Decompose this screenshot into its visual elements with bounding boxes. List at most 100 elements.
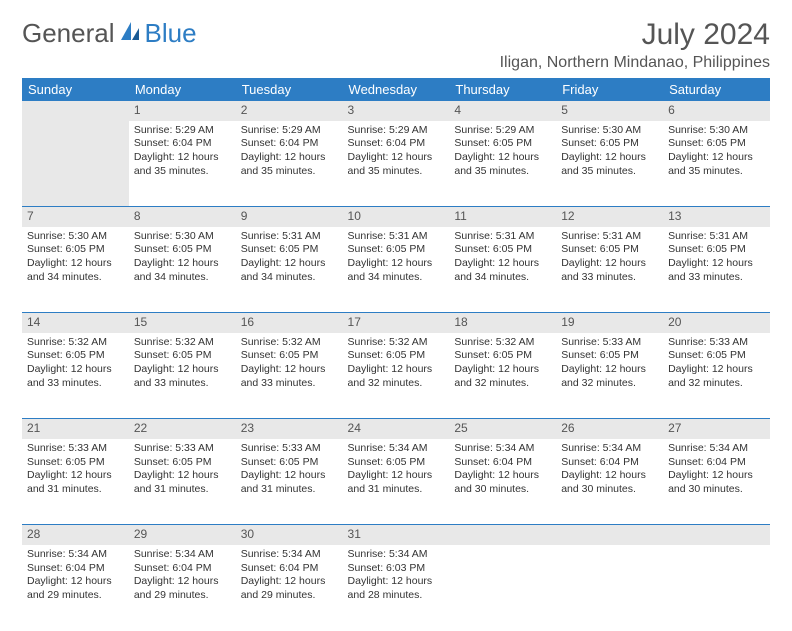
day-info-cell: Sunrise: 5:31 AMSunset: 6:05 PMDaylight:… [343,227,450,313]
day-info-row: Sunrise: 5:30 AM Sunset: 6:05 PM Daylight:… [22,227,770,313]
sunrise-line: Sunrise: 5:34 AM [561,442,658,456]
sunset-line: Sunset: 6:05 PM [454,349,551,363]
daylight-line: Daylight: 12 hours and 35 minutes. [134,151,231,178]
logo-sail-icon [119,20,141,47]
sunset-line: Sunset: 6:05 PM [668,349,765,363]
day-info-cell: Sunrise: 5:33 AMSunset: 6:05 PMDaylight:… [556,333,663,419]
sunset-line: Sunset: 6:05 PM [668,137,765,151]
daylight-line: Daylight: 12 hours and 33 minutes. [134,363,231,390]
day-info-cell: Sunrise: 5:34 AMSunset: 6:03 PMDaylight:… [343,545,450,631]
sunrise-line: Sunrise: 5:31 AM [348,230,445,244]
day-number-cell: 2 [236,101,343,121]
day-info-cell: Sunrise: 5:29 AMSunset: 6:04 PMDaylight:… [343,121,450,207]
sunset-line: Sunset: 6:04 PM [27,562,124,576]
sunset-line: Sunset: 6:05 PM [561,349,658,363]
day-number-cell: 5 [556,101,663,121]
daylight-line: Daylight: 12 hours and 34 minutes. [27,257,124,284]
month-title: July 2024 [500,18,770,52]
weekday-header: Saturday [663,78,770,101]
day-number-cell: 12 [556,207,663,227]
day-info-cell: Sunrise: 5:32 AMSunset: 6:05 PMDaylight:… [236,333,343,419]
day-number-cell [556,525,663,545]
day-number-cell: 10 [343,207,450,227]
day-number-cell: 13 [663,207,770,227]
daylight-line: Daylight: 12 hours and 34 minutes. [454,257,551,284]
day-number-cell: 28 [22,525,129,545]
daylight-line: Daylight: 12 hours and 35 minutes. [561,151,658,178]
sunrise-line: Sunrise: 5:30 AM [668,124,765,138]
daylight-line: Daylight: 12 hours and 32 minutes. [348,363,445,390]
day-number-row: 14151617181920 [22,313,770,333]
sunset-line: Sunset: 6:04 PM [134,137,231,151]
sunrise-line: Sunrise: 5:31 AM [241,230,338,244]
calendar-body: 123456Sunrise: 5:29 AMSunset: 6:04 PMDay… [22,101,770,631]
day-info-cell [22,121,129,207]
daylight-line: Daylight: 12 hours and 30 minutes. [668,469,765,496]
day-number-row: 78910111213 [22,207,770,227]
title-block: July 2024 Iligan, Northern Mindanao, Phi… [500,18,770,72]
sunrise-line: Sunrise: 5:34 AM [668,442,765,456]
day-info-cell: Sunrise: 5:31 AMSunset: 6:05 PMDaylight:… [236,227,343,313]
daylight-line: Daylight: 12 hours and 35 minutes. [668,151,765,178]
day-number-cell: 22 [129,419,236,439]
sunrise-line: Sunrise: 5:32 AM [134,336,231,350]
sunset-line: Sunset: 6:05 PM [561,137,658,151]
day-number-cell: 30 [236,525,343,545]
sunset-line: Sunset: 6:05 PM [134,349,231,363]
sunset-line: Sunset: 6:04 PM [241,137,338,151]
daylight-line: Daylight: 12 hours and 33 minutes. [561,257,658,284]
sunrise-line: Sunrise: 5:34 AM [134,548,231,562]
day-number-cell: 1 [129,101,236,121]
day-info-cell: Sunrise: 5:32 AMSunset: 6:05 PMDaylight:… [449,333,556,419]
day-number-cell: 6 [663,101,770,121]
day-info-cell: Sunrise: 5:32 AMSunset: 6:05 PMDaylight:… [22,333,129,419]
sunrise-line: Sunrise: 5:33 AM [134,442,231,456]
day-number-cell: 14 [22,313,129,333]
day-info-row: Sunrise: 5:34 AMSunset: 6:04 PMDaylight:… [22,545,770,631]
sunrise-line: Sunrise: 5:32 AM [241,336,338,350]
day-number-cell [663,525,770,545]
daylight-line: Daylight: 12 hours and 32 minutes. [454,363,551,390]
day-number-cell: 18 [449,313,556,333]
sunset-line: Sunset: 6:05 PM [27,349,124,363]
daylight-line: Daylight: 12 hours and 35 minutes. [241,151,338,178]
day-info-row: Sunrise: 5:29 AMSunset: 6:04 PMDaylight:… [22,121,770,207]
day-info-cell [556,545,663,631]
day-number-cell: 29 [129,525,236,545]
day-info-cell: Sunrise: 5:30 AMSunset: 6:05 PMDaylight:… [556,121,663,207]
sunrise-line: Sunrise: 5:33 AM [668,336,765,350]
day-number-cell: 27 [663,419,770,439]
sunset-line: Sunset: 6:04 PM [134,562,231,576]
weekday-header: Sunday [22,78,129,101]
sunrise-line: Sunrise: 5:34 AM [348,442,445,456]
day-info-cell: Sunrise: 5:32 AMSunset: 6:05 PMDaylight:… [343,333,450,419]
sunrise-line: Sunrise: 5:29 AM [241,124,338,138]
sunrise-line: Sunrise: 5:33 AM [241,442,338,456]
daylight-line: Daylight: 12 hours and 31 minutes. [348,469,445,496]
day-info-cell: Sunrise: 5:34 AMSunset: 6:04 PMDaylight:… [449,439,556,525]
day-number-cell: 4 [449,101,556,121]
sunrise-line: Sunrise: 5:29 AM [454,124,551,138]
day-info-cell: Sunrise: 5:34 AMSunset: 6:05 PMDaylight:… [343,439,450,525]
day-info-cell: Sunrise: 5:31 AMSunset: 6:05 PMDaylight:… [556,227,663,313]
sunrise-line: Sunrise: 5:29 AM [134,124,231,138]
sunrise-line: Sunrise: 5:33 AM [27,442,124,456]
day-number-row: 28293031 [22,525,770,545]
logo-text-general: General [22,18,115,49]
daylight-line: Daylight: 12 hours and 31 minutes. [27,469,124,496]
sunset-line: Sunset: 6:05 PM [241,349,338,363]
day-info-cell: Sunrise: 5:29 AMSunset: 6:04 PMDaylight:… [129,121,236,207]
sunset-line: Sunset: 6:05 PM [668,243,765,257]
sunrise-line: Sunrise: 5:34 AM [348,548,445,562]
day-info-cell: Sunrise: 5:33 AMSunset: 6:05 PMDaylight:… [22,439,129,525]
logo-text-blue: Blue [145,18,197,49]
header: General Blue July 2024 Iligan, Northern … [22,18,770,72]
day-info-cell: Sunrise: 5:29 AMSunset: 6:04 PMDaylight:… [236,121,343,207]
sunset-line: Sunset: 6:05 PM [241,456,338,470]
day-number-cell: 20 [663,313,770,333]
sunrise-line: Sunrise: 5:30 AM [27,230,124,244]
day-number-cell: 17 [343,313,450,333]
day-info-cell: Sunrise: 5:30 AMSunset: 6:05 PMDaylight:… [129,227,236,313]
daylight-line: Daylight: 12 hours and 35 minutes. [454,151,551,178]
sunset-line: Sunset: 6:05 PM [454,137,551,151]
